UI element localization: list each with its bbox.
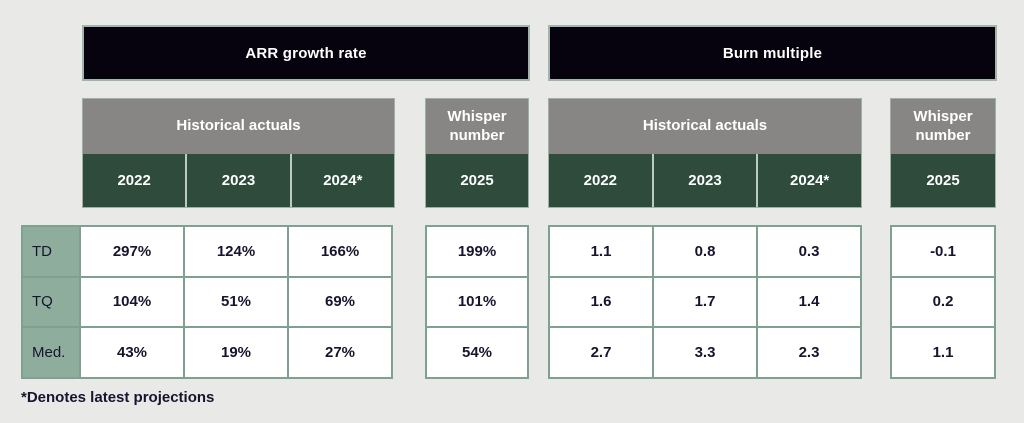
burn-historical-actuals-label: Historical actuals xyxy=(549,99,861,154)
burn-whisper-year-row: 2025 xyxy=(891,154,995,207)
arr-year-2025: 2025 xyxy=(426,154,528,207)
burn-tq-2025: 0.2 xyxy=(892,277,994,327)
arr-td-2025: 199% xyxy=(427,227,527,276)
arr-td-2024: 166% xyxy=(289,227,391,276)
footnote-denotes-latest-projections: *Denotes latest projections xyxy=(21,389,215,406)
arr-tq-2025: 101% xyxy=(427,277,527,327)
burn-tq-2022: 1.6 xyxy=(550,277,652,327)
burn-historical-header-block: Historical actuals 2022 2023 2024* xyxy=(548,98,862,208)
arr-year-header-row: 2022 2023 2024* xyxy=(83,154,394,207)
arr-med-2023: 19% xyxy=(185,328,287,377)
arr-td-2022: 297% xyxy=(81,227,183,276)
burn-year-2024: 2024* xyxy=(758,154,861,207)
burn-td-2025: -0.1 xyxy=(892,227,994,276)
burn-data-table: 1.1 0.8 0.3 1.6 1.7 1.4 2.7 3.3 2.3 xyxy=(548,225,862,379)
burn-whisper-header-block: Whisper number 2025 xyxy=(890,98,996,208)
arr-tq-2023: 51% xyxy=(185,277,287,327)
burn-whisper-data-column: -0.1 0.2 1.1 xyxy=(890,225,996,379)
arr-whisper-number-label: Whisper number xyxy=(426,99,528,154)
row-label-med: Med. xyxy=(23,328,79,377)
burn-med-2022: 2.7 xyxy=(550,328,652,377)
arr-year-2022: 2022 xyxy=(83,154,186,207)
arr-whisper-year-row: 2025 xyxy=(426,154,528,207)
arr-med-2024: 27% xyxy=(289,328,391,377)
burn-whisper-number-label: Whisper number xyxy=(891,99,995,154)
burn-year-2022: 2022 xyxy=(549,154,652,207)
arr-historical-header-block: Historical actuals 2022 2023 2024* xyxy=(82,98,395,208)
burn-year-header-row: 2022 2023 2024* xyxy=(549,154,861,207)
arr-med-2022: 43% xyxy=(81,328,183,377)
burn-td-2024: 0.3 xyxy=(758,227,860,276)
burn-med-2023: 3.3 xyxy=(654,328,756,377)
row-label-tq: TQ xyxy=(23,277,79,327)
arr-year-2023: 2023 xyxy=(187,154,290,207)
burn-td-2022: 1.1 xyxy=(550,227,652,276)
arr-data-table: TD 297% 124% 166% TQ 104% 51% 69% Med. 4… xyxy=(21,225,393,379)
burn-year-2025: 2025 xyxy=(891,154,995,207)
arr-td-2023: 124% xyxy=(185,227,287,276)
burn-med-2025: 1.1 xyxy=(892,328,994,377)
arr-year-2024: 2024* xyxy=(291,154,394,207)
arr-historical-actuals-label: Historical actuals xyxy=(83,99,394,154)
arr-med-2025: 54% xyxy=(427,328,527,377)
burn-td-2023: 0.8 xyxy=(654,227,756,276)
burn-tq-2024: 1.4 xyxy=(758,277,860,327)
arr-growth-rate-title-bar: ARR growth rate xyxy=(82,25,530,81)
row-label-td: TD xyxy=(23,227,79,276)
burn-tq-2023: 1.7 xyxy=(654,277,756,327)
burn-multiple-title-bar: Burn multiple xyxy=(548,25,997,81)
arr-whisper-data-column: 199% 101% 54% xyxy=(425,225,529,379)
burn-year-2023: 2023 xyxy=(653,154,757,207)
arr-whisper-header-block: Whisper number 2025 xyxy=(425,98,529,208)
burn-med-2024: 2.3 xyxy=(758,328,860,377)
arr-tq-2022: 104% xyxy=(81,277,183,327)
arr-tq-2024: 69% xyxy=(289,277,391,327)
